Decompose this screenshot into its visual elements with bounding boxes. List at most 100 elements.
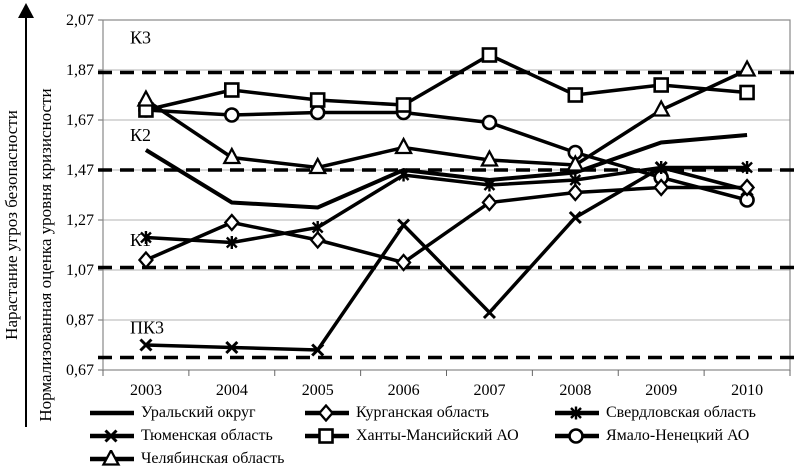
square-marker-icon [567, 87, 584, 103]
triangle-marker-icon [651, 99, 671, 117]
x-tick-label: 2007 [473, 382, 505, 399]
legend-item: Тюменская область [88, 426, 284, 445]
legend-label: Тюменская область [141, 426, 273, 444]
legend-label: Ханты-Мансийский АО [356, 426, 519, 444]
circle-marker-icon [481, 114, 498, 131]
legend-square-marker-icon [305, 427, 349, 444]
legend-diamond-glyph [317, 403, 335, 422]
triangle-marker-icon [308, 156, 328, 175]
series-line-6 [145, 108, 748, 202]
circle-marker-icon [224, 107, 240, 123]
legend-column: Свердловская область Ямало-Ненецкий АО [553, 403, 756, 445]
square-marker-icon [224, 82, 240, 98]
diamond-marker-icon [739, 178, 756, 197]
legend-square-glyph [318, 427, 334, 444]
x-tick-label: 2009 [645, 382, 677, 399]
x-tick-label: 2003 [130, 382, 162, 399]
x-marker-icon [568, 210, 582, 225]
square-marker-icon [653, 77, 669, 93]
legend-x-glyph [104, 428, 118, 443]
legend-item: Челябинская область [88, 449, 284, 468]
legend-item: Уральский округ [88, 403, 284, 422]
x-marker-icon [225, 340, 239, 355]
legend-label: Курганская область [356, 403, 490, 421]
legend-asterisk-marker-icon [555, 406, 599, 419]
zone-label: ПК3 [130, 318, 164, 338]
chart-plot-area: 2,07 1,87 1,67 1,47 1,27 1,07 0,87 0,67 2003 2004… [66, 12, 794, 399]
triangle-marker-icon [136, 89, 156, 107]
y-tick-label: 0,67 [66, 362, 94, 379]
zone-label: К2 [130, 125, 151, 145]
x-tick-label: 2005 [302, 382, 334, 399]
circle-marker-icon [309, 104, 326, 121]
x-marker-icon [311, 343, 325, 357]
legend-none-marker-icon [90, 410, 134, 415]
diamond-marker-icon [653, 178, 670, 197]
legend-asterisk-glyph [570, 406, 582, 419]
legend-label: Уральский округ [141, 403, 256, 421]
x-marker-icon [397, 218, 411, 232]
y-tick-label: 1,07 [66, 262, 94, 279]
chart-legend: Уральский округ Тюменская область Челябинс… [0, 403, 812, 476]
legend-label: Ямало-Ненецкий АО [606, 426, 750, 444]
zone-label: К3 [130, 28, 151, 48]
legend-label: Свердловская область [606, 403, 756, 421]
triangle-marker-icon [394, 136, 413, 155]
legend-item: Ханты-Мансийский АО [303, 426, 519, 445]
up-arrow-icon [18, 3, 34, 18]
asterisk-marker-icon [225, 236, 238, 249]
legend-triangle-glyph [101, 449, 121, 466]
square-marker-icon [395, 97, 412, 113]
square-marker-icon [309, 92, 326, 108]
asterisk-marker-icon [655, 161, 668, 174]
triangle-marker-icon [565, 154, 585, 172]
square-marker-icon [739, 84, 755, 101]
asterisk-marker-icon [397, 169, 410, 181]
legend-triangle-marker-icon [90, 449, 134, 466]
series-line-1 [145, 165, 748, 352]
y-tick-label: 0,87 [66, 312, 94, 329]
legend-diamond-marker-icon [305, 403, 349, 422]
series-line-2 [144, 68, 748, 170]
y-tick-label: 1,47 [66, 162, 94, 179]
x-tick-label: 2010 [731, 382, 763, 399]
diamond-marker-icon [395, 253, 412, 272]
threat-growth-arrow-line [25, 14, 27, 427]
y-tick-label: 1,27 [66, 212, 94, 229]
diamond-marker-icon [567, 183, 584, 202]
legend-circle-glyph [568, 427, 584, 444]
asterisk-marker-icon [569, 174, 582, 186]
triangle-marker-icon [737, 59, 757, 77]
legend-item: Свердловская область [553, 403, 756, 422]
legend-column: Курганская область Ханты-Мансийский АО [303, 403, 519, 445]
y-tick-label: 2,07 [66, 12, 94, 29]
asterisk-marker-icon [741, 161, 753, 174]
x-marker-icon [139, 338, 153, 352]
y-tick-label: 1,67 [66, 112, 94, 129]
series-line-3 [145, 185, 748, 265]
y-tick-label: 1,87 [66, 62, 94, 79]
series-line-5 [145, 165, 748, 245]
legend-item: Ямало-Ненецкий АО [553, 426, 756, 445]
x-tick-label: 2004 [216, 382, 248, 399]
diamond-marker-icon [481, 193, 498, 212]
legend-x-marker-icon [90, 428, 134, 443]
series-line-4 [145, 53, 748, 112]
diamond-marker-icon [223, 213, 240, 232]
x-marker-icon [482, 305, 496, 320]
diamond-marker-icon [309, 230, 326, 250]
plot-border [102, 19, 791, 371]
diamond-marker-icon [137, 250, 154, 270]
legend-column: Уральский округ Тюменская область Челябинс… [88, 403, 284, 468]
series-line-0 [144, 133, 748, 210]
legend-circle-marker-icon [555, 427, 599, 444]
x-tick-label: 2008 [559, 382, 591, 399]
x-tick-label: 2006 [388, 382, 420, 399]
square-marker-icon [481, 47, 498, 63]
legend-label: Челябинская область [141, 449, 285, 467]
asterisk-marker-icon [140, 231, 152, 244]
asterisk-marker-icon [311, 221, 324, 234]
triangle-marker-icon [222, 146, 242, 165]
legend-item: Курганская область [303, 403, 519, 422]
